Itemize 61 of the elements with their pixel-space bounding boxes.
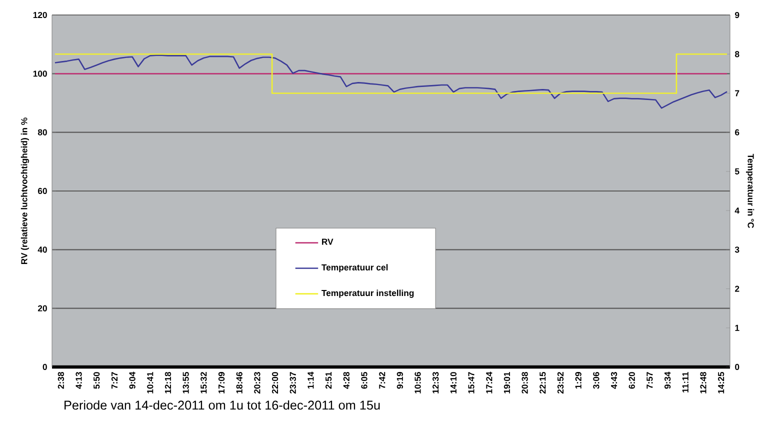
y-tick-label: 0 xyxy=(42,364,47,370)
x-tick-label: 3:06 xyxy=(593,372,600,389)
y2-tick-label: 8 xyxy=(734,51,740,58)
y2-tick-label: 7 xyxy=(735,90,740,96)
x-tick-label: 11:11 xyxy=(682,372,688,392)
x-tick-label: 6:05 xyxy=(361,372,368,389)
x-tick-label: 9:04 xyxy=(129,372,136,389)
x-tick-label: 13:55 xyxy=(182,372,189,394)
y2-tick-label: 3 xyxy=(734,246,740,253)
y-tick-label: 60 xyxy=(38,188,47,194)
x-tick-label: 10:56 xyxy=(414,372,421,394)
x-tick-label: 20:38 xyxy=(522,372,528,394)
y-axis-title: RV (relatieve luchtvochtigheid) in % xyxy=(20,118,30,264)
x-tick-label: 12:48 xyxy=(700,372,706,394)
y2-tick-label: 5 xyxy=(734,168,740,174)
x-tick-label: 9:34 xyxy=(664,372,671,389)
x-tick-label: 7:27 xyxy=(111,372,118,389)
x-tick-label: 14:10 xyxy=(450,372,457,394)
x-tick-label: 10:41 xyxy=(147,372,154,394)
x-tick-label: 4:13 xyxy=(76,372,82,389)
x-tick-label: 1:29 xyxy=(575,372,582,388)
x-tick-label: 15:47 xyxy=(468,372,474,394)
x-tick-label: 9:19 xyxy=(396,372,403,389)
x-tick-label: 15:32 xyxy=(200,372,207,394)
y2-tick-label: 6 xyxy=(735,129,740,136)
x-tick-label: 6:20 xyxy=(628,372,635,389)
x-tick-label: 20:23 xyxy=(254,372,260,394)
x-tick-label: 17:24 xyxy=(486,372,492,394)
x-tick-label: 2:51 xyxy=(325,372,332,389)
y2-tick-label: 0 xyxy=(735,364,740,370)
x-tick-label: 4:43 xyxy=(610,372,618,389)
x-tick-label: 12:18 xyxy=(164,372,172,394)
y2-tick-label: 4 xyxy=(734,208,740,214)
x-tick-label: 23:37 xyxy=(290,372,296,394)
y2-tick-label: 2 xyxy=(734,286,740,292)
y2-tick-label: 9 xyxy=(734,12,740,18)
x-tick-label: 14:25 xyxy=(718,372,724,394)
x-tick-label: 1:14 xyxy=(308,372,314,388)
y2-tick-label: 1 xyxy=(735,324,740,331)
legend-label: Temperatuur cel xyxy=(322,264,388,272)
y2-axis-title: Temperatuur in °C xyxy=(746,154,754,228)
y-tick-label: 100 xyxy=(33,70,47,77)
x-tick-label: 22:00 xyxy=(272,372,278,394)
x-tick-label: 12:33 xyxy=(432,372,439,394)
y-tick-label: 20 xyxy=(38,305,47,312)
x-tick-label: 17:09 xyxy=(218,372,225,394)
x-tick-label: 18:46 xyxy=(236,372,242,394)
x-tick-label: 23:52 xyxy=(557,372,564,394)
x-tick-label: 2:38 xyxy=(58,372,64,389)
y-tick-label: 80 xyxy=(38,129,47,136)
x-tick-label: 22:15 xyxy=(540,372,546,394)
x-tick-label: 5:50 xyxy=(94,372,100,389)
x-tick-label: 7:42 xyxy=(379,372,386,389)
y-tick-label: 120 xyxy=(33,12,47,18)
y-tick-label: 40 xyxy=(38,246,47,253)
legend-label: RV xyxy=(322,238,334,245)
x-tick-label: 7:57 xyxy=(646,372,653,389)
x-axis-title: Periode van 14-dec-2011 om 1u tot 16-dec-2011 om 15u xyxy=(64,400,380,410)
legend-label: Temperatuur instelling xyxy=(322,290,414,298)
x-tick-label: 4:28 xyxy=(343,372,350,389)
x-tick-label: 19:01 xyxy=(504,372,510,394)
